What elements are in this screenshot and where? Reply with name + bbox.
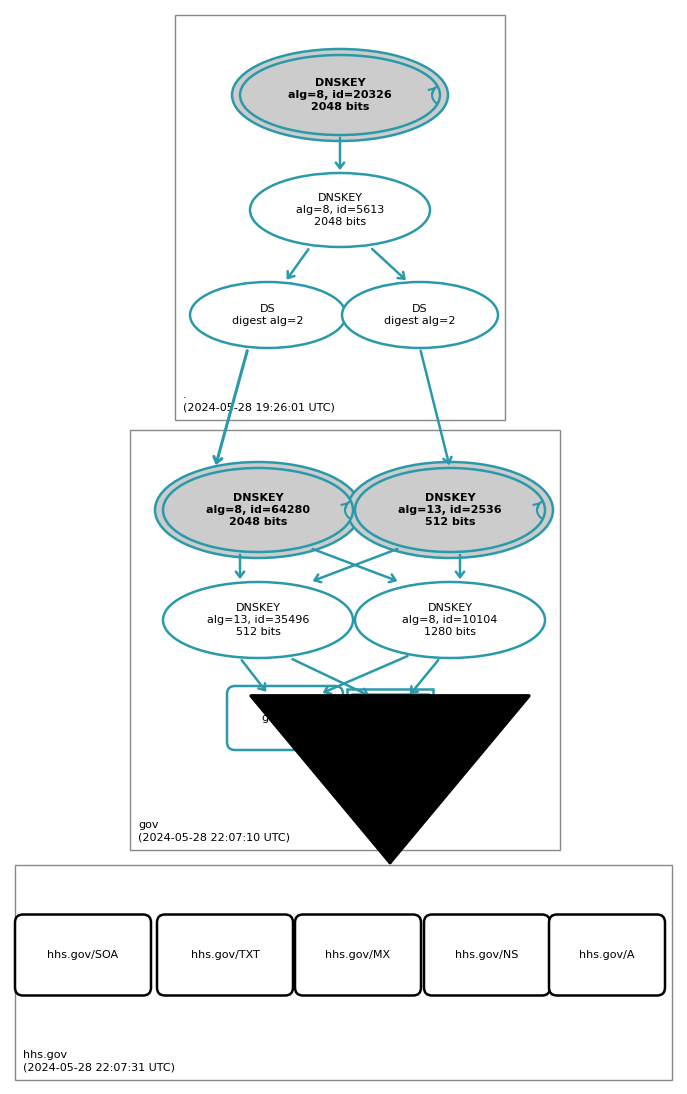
Text: DNSKEY
alg=8, id=64280
2048 bits: DNSKEY alg=8, id=64280 2048 bits [206, 492, 310, 527]
FancyBboxPatch shape [227, 686, 343, 750]
FancyBboxPatch shape [549, 915, 665, 996]
Ellipse shape [355, 582, 545, 657]
Text: DNSKEY
alg=13, id=35496
512 bits: DNSKEY alg=13, id=35496 512 bits [207, 603, 309, 638]
Text: DNSKEY
alg=13, id=2536
512 bits: DNSKEY alg=13, id=2536 512 bits [398, 492, 502, 527]
Ellipse shape [250, 173, 430, 247]
Text: gov
(2024-05-28 22:07:10 UTC): gov (2024-05-28 22:07:10 UTC) [138, 820, 290, 842]
Ellipse shape [240, 55, 440, 135]
FancyBboxPatch shape [424, 915, 550, 996]
Ellipse shape [347, 462, 553, 558]
Text: gov/SOA: gov/SOA [261, 713, 308, 723]
Ellipse shape [163, 468, 353, 552]
Ellipse shape [163, 582, 353, 657]
Ellipse shape [155, 462, 361, 558]
Text: DNSKEY
alg=8, id=20326
2048 bits: DNSKEY alg=8, id=20326 2048 bits [288, 78, 392, 113]
Text: hhs.gov/MX: hhs.gov/MX [326, 950, 391, 961]
Bar [130, 430, 560, 850]
Text: NSEC: NSEC [375, 713, 405, 723]
FancyBboxPatch shape [15, 915, 151, 996]
Bar [175, 15, 505, 420]
Text: DNSKEY
alg=8, id=10104
1280 bits: DNSKEY alg=8, id=10104 1280 bits [403, 603, 497, 638]
Bar [15, 865, 672, 1080]
FancyBboxPatch shape [352, 694, 428, 742]
Ellipse shape [342, 282, 498, 348]
Text: hhs.gov/A: hhs.gov/A [579, 950, 635, 961]
Text: DS
digest alg=2: DS digest alg=2 [384, 304, 455, 326]
FancyBboxPatch shape [157, 915, 293, 996]
Text: hhs.gov/TXT: hhs.gov/TXT [190, 950, 260, 961]
FancyBboxPatch shape [347, 689, 433, 747]
Text: hhs.gov
(2024-05-28 22:07:31 UTC): hhs.gov (2024-05-28 22:07:31 UTC) [23, 1050, 175, 1072]
FancyBboxPatch shape [295, 915, 421, 996]
Text: hhs.gov/SOA: hhs.gov/SOA [47, 950, 119, 961]
Text: hhs.gov/NS: hhs.gov/NS [455, 950, 519, 961]
Ellipse shape [190, 282, 346, 348]
Ellipse shape [355, 468, 545, 552]
Ellipse shape [232, 49, 448, 141]
Text: DNSKEY
alg=8, id=5613
2048 bits: DNSKEY alg=8, id=5613 2048 bits [296, 193, 384, 228]
Text: DS
digest alg=2: DS digest alg=2 [232, 304, 304, 326]
Text: .
(2024-05-28 19:26:01 UTC): . (2024-05-28 19:26:01 UTC) [183, 391, 335, 412]
